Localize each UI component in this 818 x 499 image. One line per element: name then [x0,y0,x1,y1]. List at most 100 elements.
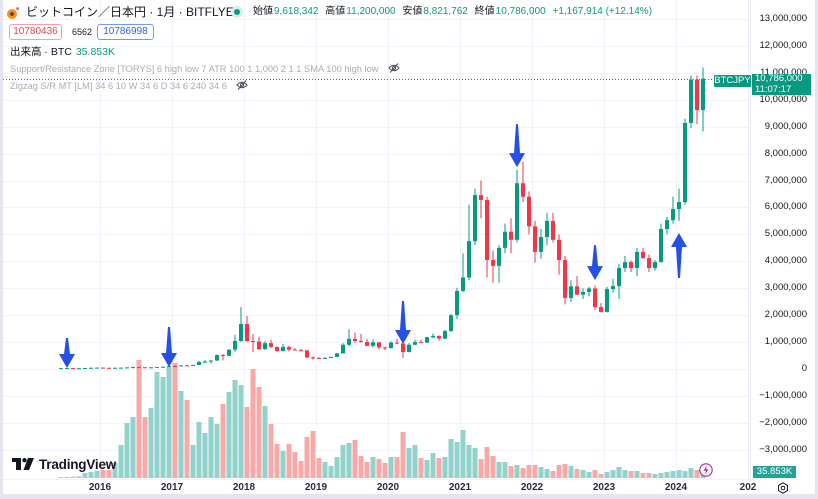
candle [101,367,105,369]
volume-bar [442,457,448,478]
volume-bar [262,406,268,478]
volume-bar [634,471,640,478]
candle [509,218,513,254]
candle-body [701,78,705,111]
candle [155,366,159,369]
volume-bar [82,473,88,478]
candle [221,353,225,361]
candle [473,188,477,246]
candle [479,180,483,219]
candle-body [425,337,429,343]
volume-bar [508,466,514,478]
volume-legend[interactable]: 出来高 · BTC 35.853K [10,45,115,59]
volume-bar [490,456,496,478]
volume-bar [298,461,304,478]
candle-wick [354,332,356,343]
volume-bar [592,470,598,478]
close-label: 終値 [474,6,495,17]
lightning-icon[interactable] [699,463,713,477]
volume-bar [316,458,322,478]
volume-bar [202,433,208,478]
volume-bar [358,456,364,478]
price-axis-label: −1,000,000 [759,389,807,401]
candle-wick [294,348,296,351]
candle-body [383,347,387,349]
market-open-indicator[interactable] [231,6,243,18]
candle-body [557,239,561,260]
candle [407,343,411,353]
volume-bar [670,471,676,478]
time-axis[interactable]: 2016 2017 2018 2019 2020 2021 2022 2023 2024 202 [3,479,757,495]
last-price-tag: 10,786,000 11:07:17 [752,73,811,95]
indicator-legend-sr-zone[interactable]: Support/Resistance Zone [TORYS] 6 high l… [10,63,400,75]
volume-bar [484,447,490,478]
candle [461,253,465,293]
candle [389,341,393,349]
sell-bid-button[interactable]: 10780436 [9,24,62,40]
candle [647,254,651,273]
candle-body [401,343,405,353]
gear-icon[interactable] [777,482,789,494]
symbol-title[interactable]: ビットコイン／日本円 · 1月 · BITFLYER [26,5,243,19]
candle-body [227,349,231,356]
candle [605,286,609,313]
candle [209,360,213,364]
volume-bar [400,432,406,478]
candle [449,313,453,332]
candle [665,216,669,235]
candle-body [245,324,249,342]
candle [557,234,561,275]
candle-body [263,343,267,350]
candle [131,366,135,369]
price-axis[interactable]: 13,000,000 12,000,000 11,000,000 10,000,000… [750,0,818,479]
buy-ask-button[interactable]: 10786998 [97,24,154,40]
eye-crossed-icon[interactable] [236,80,249,90]
candle [671,196,675,224]
eye-crossed-icon[interactable] [388,63,400,73]
close-value: 10,786,000 [495,6,546,17]
candle [185,365,189,367]
candle-wick [204,360,206,363]
candle-body [149,367,153,369]
candle [239,307,243,343]
volume-bar [382,463,388,478]
candle-body [563,259,567,298]
tradingview-logo[interactable]: TradingView [12,456,116,472]
volume-bar [130,417,136,478]
volume-bar [112,463,118,478]
candle [287,345,291,352]
volume-bar [166,367,172,478]
candle-body [551,220,555,240]
candle-body [131,367,135,369]
volume-bar [550,471,556,478]
candle-body [479,195,483,200]
candle [311,356,315,360]
candle-wick [348,329,350,347]
volume-bar [94,471,100,478]
candle [179,365,183,367]
candle [335,352,339,358]
volume-bar [574,469,580,478]
window-frame-bottom [0,494,818,499]
volume-bar [154,372,160,478]
candle [521,161,525,203]
candle-body [389,342,393,349]
volume-bar [190,445,196,478]
time-axis-label: 2016 [88,482,112,493]
candle-body [305,350,309,358]
ohlc-values: 始値9,618,342 高値11,200,000 安値8,821,762 終値1… [253,5,652,19]
candle-body [155,367,159,369]
candlesticks [59,67,705,370]
candle [617,264,621,300]
volume-bar [388,457,394,478]
candle-body [419,342,423,344]
candle-body [461,277,465,291]
volume-bar [604,472,610,478]
candle-body [473,195,477,242]
candle [431,333,435,339]
volume-bar [208,417,214,478]
indicator-legend-zigzag[interactable]: Zigzag S/R MT [LM] 34 6 10 W 34 6 D 34 6… [10,80,249,92]
candle [119,367,123,369]
candle-body [119,367,123,369]
